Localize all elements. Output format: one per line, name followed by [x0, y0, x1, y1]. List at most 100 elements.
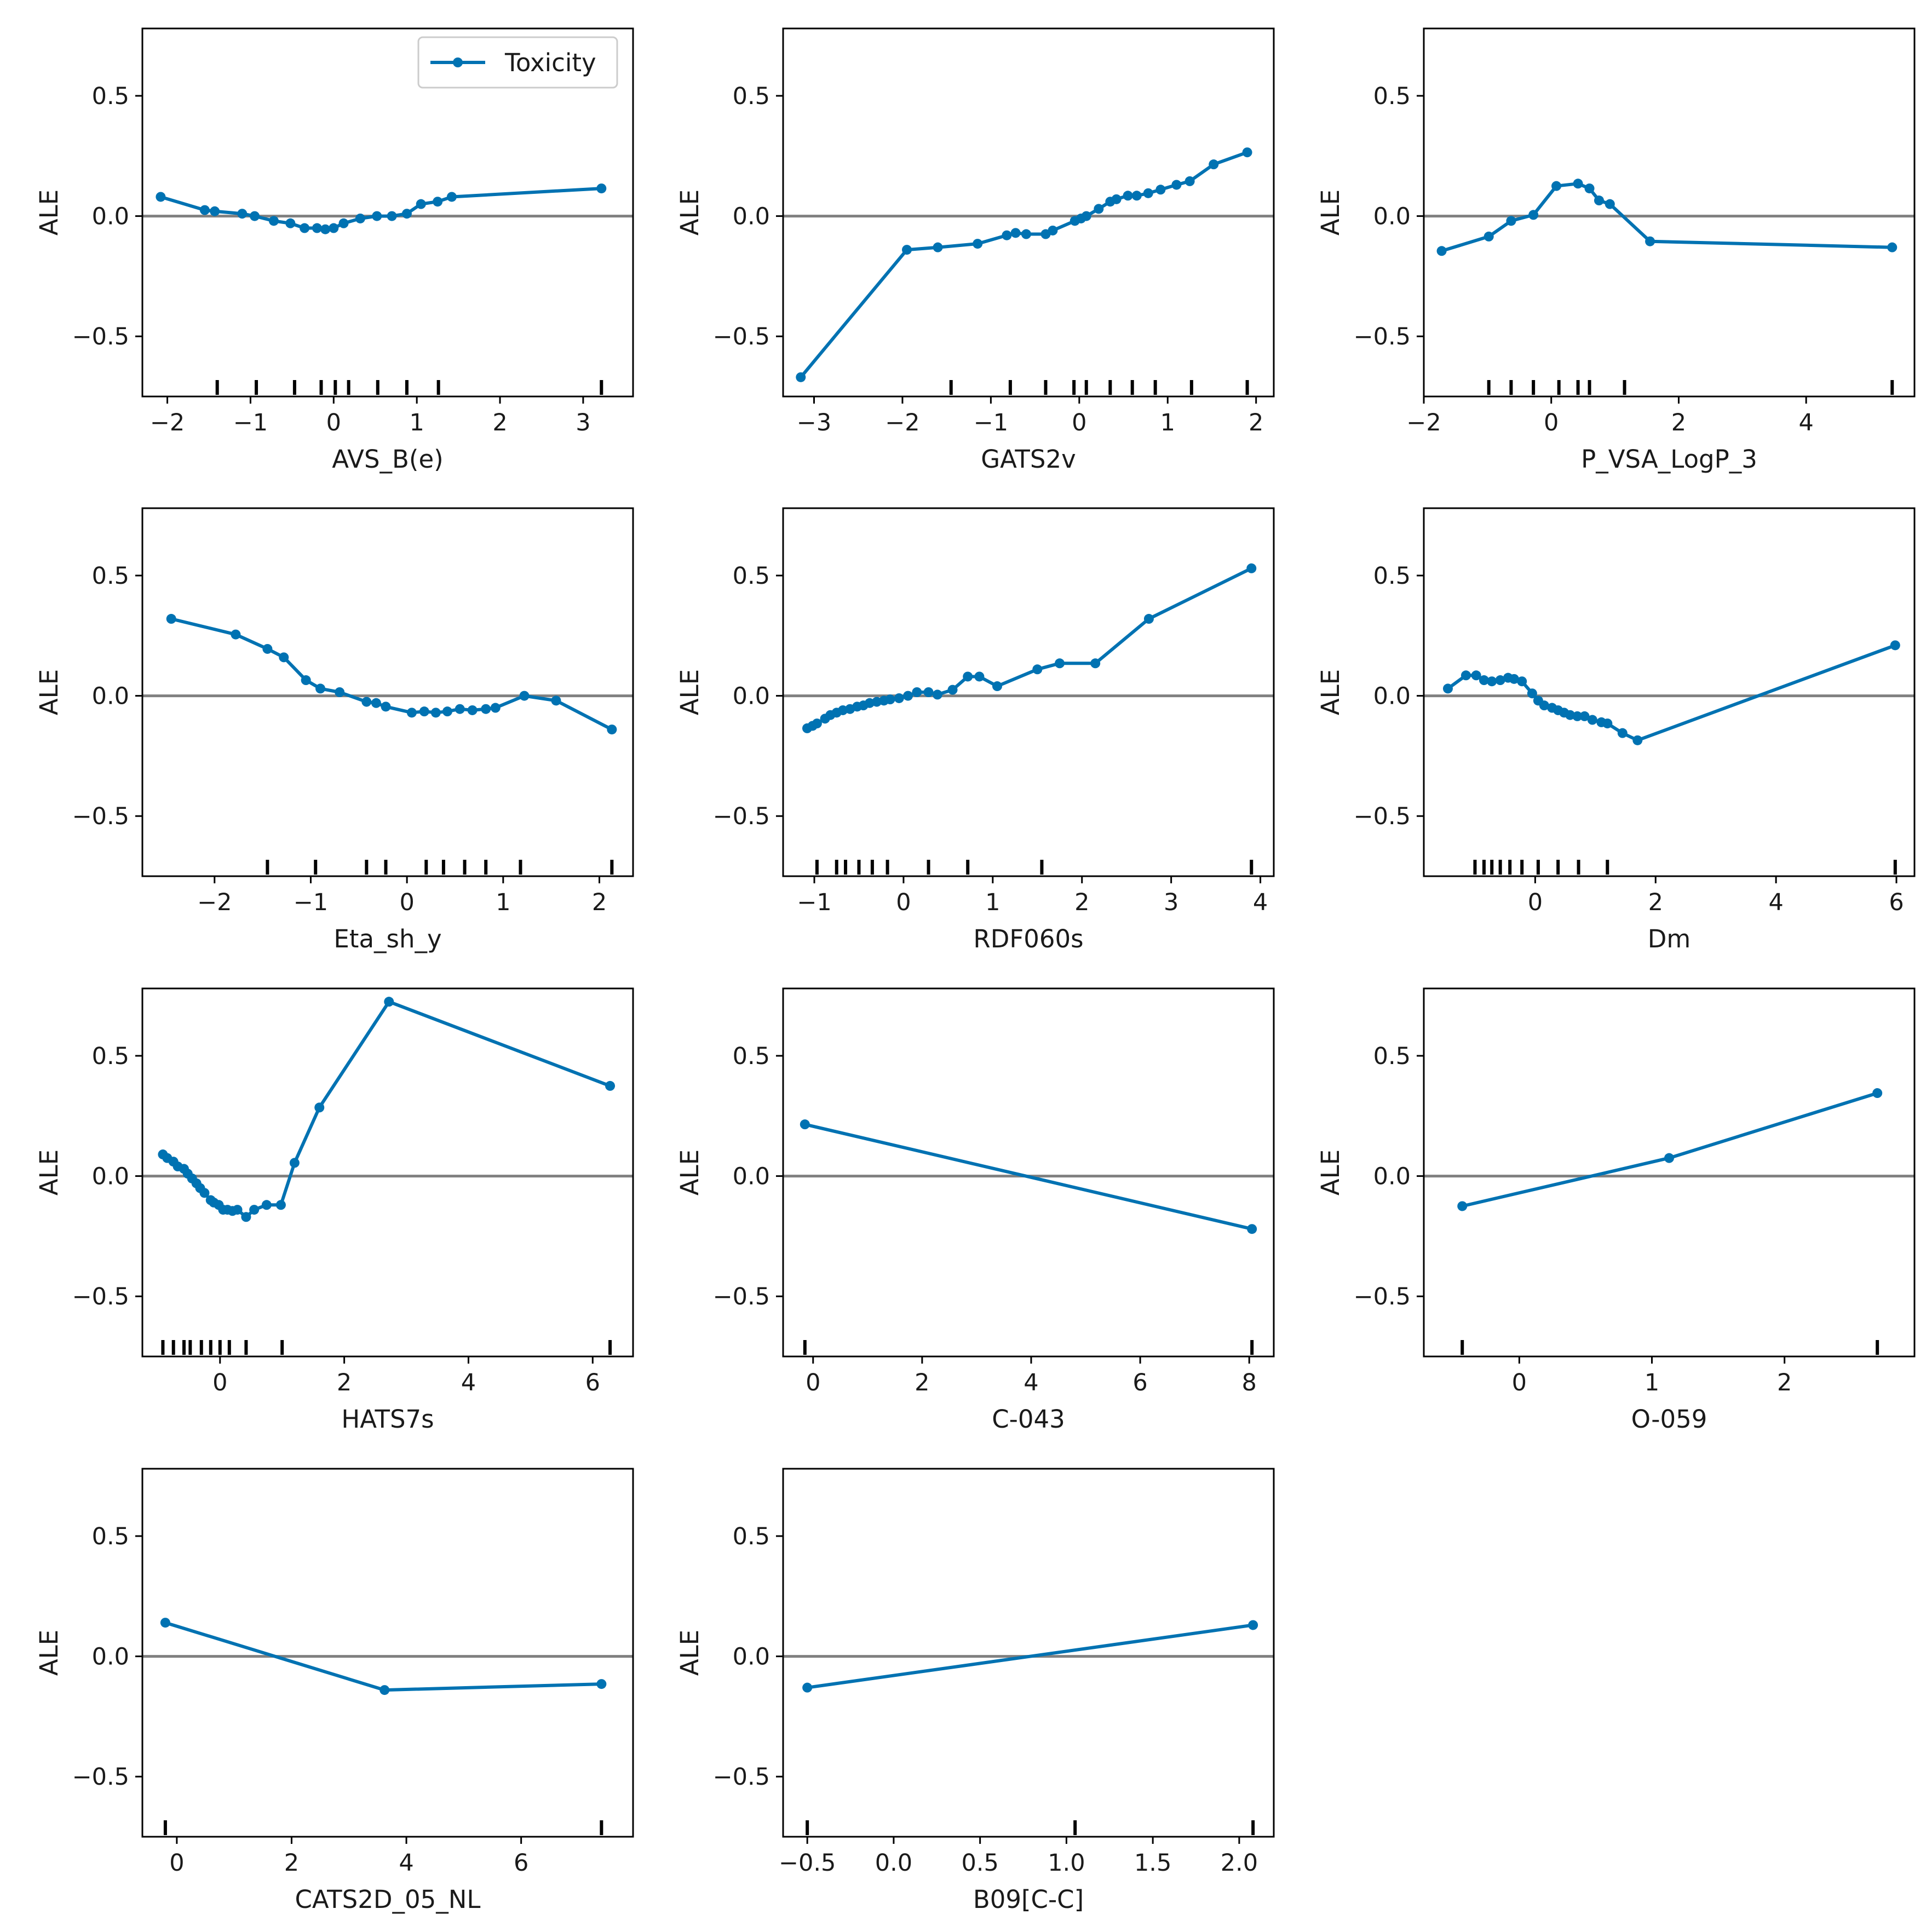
- ale-data-point: [1551, 181, 1562, 191]
- x-axis-label: B09[C-C]: [973, 1885, 1084, 1914]
- y-tick-label: −0.5: [713, 1283, 770, 1310]
- ale-data-point: [160, 1618, 170, 1628]
- ale-data-point: [285, 218, 296, 228]
- x-tick-label: 0: [326, 409, 341, 436]
- x-tick-label: 3: [576, 409, 590, 436]
- x-axis-label: HATS7s: [341, 1405, 434, 1434]
- x-tick-label: 4: [1024, 1369, 1038, 1396]
- ale-data-point: [372, 211, 382, 221]
- ale-data-point: [596, 183, 607, 194]
- ale-data-point: [1471, 670, 1481, 681]
- ale-data-point: [1123, 191, 1133, 201]
- ale-panel-5: −0.5 0.0 0.5 −1 0 1 2 3 4 RDF060s ALE: [675, 507, 1275, 953]
- x-tick-label: −2: [1406, 409, 1441, 436]
- y-tick-label: 0.5: [92, 562, 129, 590]
- ale-data-point: [1645, 236, 1655, 246]
- ale-data-point: [894, 693, 904, 703]
- ale-data-point: [289, 1158, 300, 1168]
- axes-frame: [141, 987, 634, 1358]
- y-axis-label: ALE: [675, 189, 704, 235]
- x-axis-label: AVS_B(e): [332, 445, 443, 474]
- x-tick-label: 2: [1074, 889, 1089, 916]
- ale-data-point: [992, 681, 1002, 692]
- ale-data-point: [384, 997, 394, 1007]
- ale-data-point: [923, 687, 934, 697]
- y-tick-label: 0.5: [733, 562, 770, 590]
- ale-data-point: [596, 1679, 607, 1689]
- ale-data-point: [1528, 210, 1539, 220]
- x-tick-label: 1.5: [1134, 1849, 1171, 1877]
- ale-data-point: [249, 1205, 260, 1215]
- ale-data-point: [1248, 1620, 1258, 1630]
- axes-frame: [782, 27, 1275, 398]
- ale-data-point: [796, 372, 806, 382]
- ale-data-point: [1461, 670, 1471, 681]
- ale-data-point: [1495, 675, 1505, 686]
- ale-data-point: [1246, 563, 1257, 573]
- ale-data-point: [902, 245, 912, 255]
- y-tick-label: 0.5: [733, 83, 770, 110]
- y-tick-label: −0.5: [72, 1283, 129, 1310]
- x-tick-label: 0.0: [875, 1849, 912, 1877]
- y-tick-label: 0.0: [1373, 203, 1411, 231]
- ale-data-point: [1587, 715, 1597, 725]
- ale-panel-7: −0.5 0.0 0.5 0 2 4 6 HATS7s ALE: [34, 987, 634, 1434]
- ale-data-point: [430, 708, 441, 718]
- axes-frame: [141, 507, 634, 877]
- ale-data-point: [1527, 688, 1537, 699]
- axes-frame: [782, 987, 1275, 1358]
- ale-data-point: [800, 1119, 810, 1130]
- ale-data-point: [607, 725, 617, 735]
- ale-data-point: [1632, 735, 1643, 745]
- x-axis-label: Eta_sh_y: [334, 924, 441, 953]
- ale-data-point: [1185, 176, 1195, 186]
- x-axis-label: GATS2v: [981, 445, 1076, 474]
- x-tick-label: 2: [1648, 889, 1663, 916]
- x-tick-label: 6: [1889, 889, 1904, 916]
- ale-data-point: [387, 211, 397, 221]
- x-tick-label: 1: [985, 889, 1000, 916]
- x-tick-label: −1: [233, 409, 268, 436]
- ale-data-point: [1484, 231, 1494, 242]
- axes-frame: [141, 27, 634, 398]
- ale-data-point: [903, 691, 913, 701]
- ale-data-point: [481, 704, 491, 714]
- x-axis-label: RDF060s: [973, 924, 1083, 953]
- ale-data-point: [361, 697, 372, 707]
- x-axis-label: CATS2D_05_NL: [295, 1885, 480, 1914]
- ale-data-point: [268, 216, 279, 226]
- ale-data-point: [241, 1212, 251, 1222]
- x-tick-label: 0: [896, 889, 911, 916]
- y-tick-label: 0.5: [92, 83, 129, 110]
- x-tick-label: 1: [409, 409, 424, 436]
- y-axis-label: ALE: [675, 669, 704, 715]
- y-tick-label: −0.5: [713, 803, 770, 830]
- ale-data-point: [210, 206, 220, 216]
- x-tick-label: 4: [1799, 409, 1814, 436]
- ale-data-point: [1111, 194, 1122, 204]
- x-tick-label: 2: [284, 1849, 299, 1877]
- y-axis-label: ALE: [34, 669, 64, 715]
- y-axis-label: ALE: [1316, 669, 1345, 715]
- ale-data-point: [1010, 228, 1021, 238]
- ale-data-point: [1479, 675, 1489, 686]
- y-tick-label: 0.0: [733, 1643, 770, 1671]
- ale-data-point: [301, 675, 311, 686]
- ale-data-point: [166, 614, 176, 624]
- ale-data-point: [1457, 1201, 1468, 1211]
- ale-data-point: [406, 708, 417, 718]
- y-tick-label: 0.5: [1373, 83, 1411, 110]
- y-tick-label: 0.0: [1373, 683, 1411, 710]
- ale-data-point: [1143, 188, 1153, 198]
- y-axis-label: ALE: [34, 1149, 64, 1195]
- legend-marker-swatch: [453, 58, 463, 67]
- ale-data-point: [401, 209, 412, 219]
- ale-data-point: [1887, 242, 1898, 252]
- ale-data-point: [1048, 225, 1058, 235]
- ale-data-point: [1171, 180, 1182, 190]
- ale-data-point: [1487, 676, 1497, 687]
- ale-data-point: [1055, 658, 1065, 669]
- axes-frame: [1423, 27, 1916, 398]
- y-tick-label: 0.5: [1373, 1043, 1411, 1070]
- ale-panel-3: −0.5 0.0 0.5 −2 0 2 4 P_VSA_LogP_3 ALE: [1316, 27, 1916, 474]
